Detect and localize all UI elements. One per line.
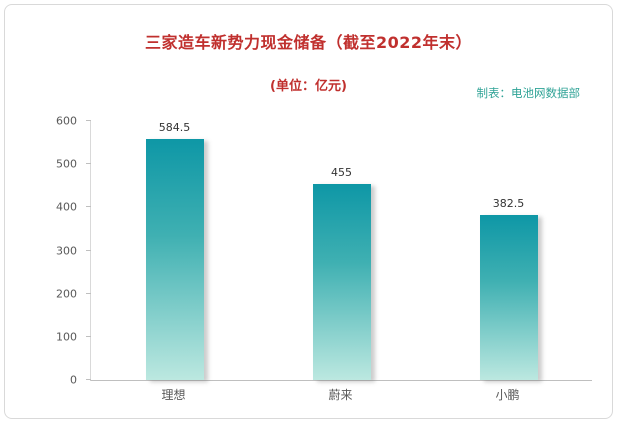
x-axis-category-label: 小鹏 [495, 388, 520, 402]
bar-蔚来 [312, 183, 371, 380]
chart-canvas: 三家造车新势力现金储备（截至2022年末） (单位：亿元) 制表：电池网数据部 … [4, 4, 613, 419]
y-axis-tick-label: 500 [56, 157, 77, 171]
x-axis-labels: 理想 蔚来 小鹏 [90, 386, 591, 403]
y-axis-tick-label: 400 [56, 200, 77, 214]
chart-subtitle: (单位：亿元) [270, 79, 347, 94]
bar-小鹏 [479, 214, 538, 380]
bar-value-label: 382.5 [492, 196, 525, 210]
y-axis-tick-mark [86, 120, 91, 121]
y-axis-tick-label: 200 [56, 287, 77, 301]
y-axis-tick-label: 0 [70, 373, 77, 387]
y-axis-tick-mark [86, 163, 91, 165]
bar-slot: 382.5 [425, 121, 592, 380]
y-axis-tick-mark [86, 249, 91, 251]
x-axis-category-label: 理想 [161, 388, 186, 402]
y-axis-tick-mark [86, 206, 91, 208]
y-axis-tick-mark [86, 335, 91, 337]
bar-slot: 584.5 [91, 121, 258, 380]
y-axis: 0 100 200 300 400 500 600 [41, 115, 83, 387]
y-axis-tick-label: 300 [56, 244, 77, 257]
chart-credit: 制表：电池网数据部 [476, 86, 581, 100]
bar-value-label: 584.5 [158, 121, 191, 134]
y-axis-tick-mark [86, 292, 91, 294]
bar-value-label: 455 [331, 165, 352, 179]
y-axis-tick-label: 100 [56, 330, 77, 344]
bar-理想 [145, 139, 204, 380]
y-axis-tick-label: 600 [56, 114, 77, 128]
plot-area: 584.5 455 382.5 [86, 120, 592, 381]
y-axis-tick-mark [86, 379, 91, 380]
chart-title: 三家造车新势力现金储备（截至2022年末） [144, 33, 473, 52]
bar-slot: 455 [258, 121, 425, 380]
x-axis-category-label: 蔚来 [328, 388, 353, 402]
